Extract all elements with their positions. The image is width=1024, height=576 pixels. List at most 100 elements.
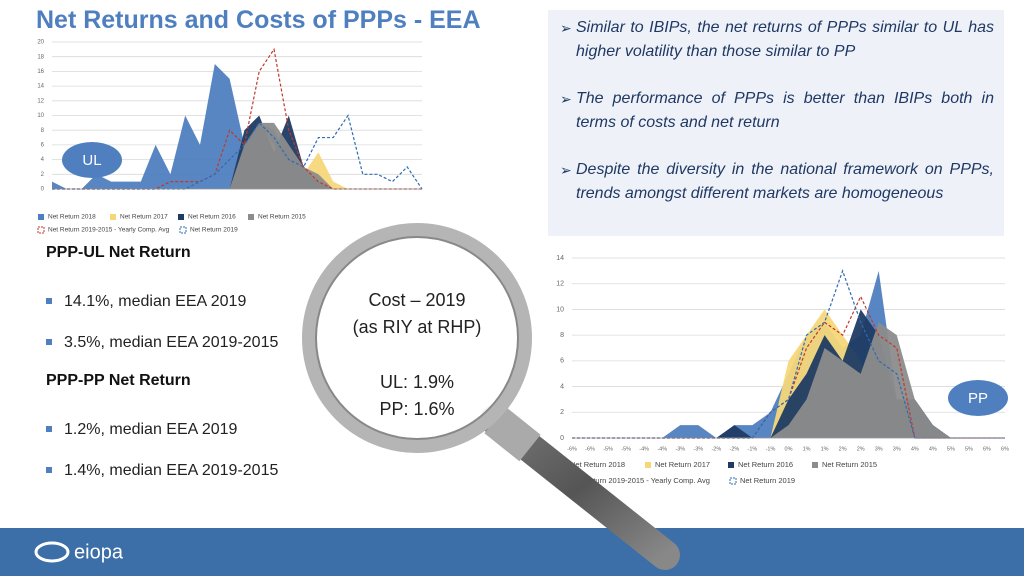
legend-label: Net Return 2015 bbox=[822, 460, 877, 469]
x-tick-label: -5% bbox=[603, 446, 613, 452]
x-tick-label: -4% bbox=[639, 446, 649, 452]
legend-label: Net Return 2019 bbox=[740, 476, 795, 485]
legend-label: Net Return 2016 bbox=[738, 460, 793, 469]
legend-label: Net Return 2018 bbox=[570, 460, 625, 469]
x-tick-label: -6% bbox=[585, 446, 595, 452]
x-tick-label: 4% bbox=[911, 446, 919, 452]
legend-swatch bbox=[728, 462, 734, 468]
note: Similar to IBIPs, the net returns of PPP… bbox=[560, 16, 994, 64]
x-tick-label: 2% bbox=[857, 446, 865, 452]
footer-bar bbox=[0, 528, 1024, 576]
y-tick-label: 10 bbox=[37, 113, 44, 119]
legend-label: Net Return 2016 bbox=[188, 214, 236, 221]
summary: PPP-UL Net Return 14.1%, median EEA 2019… bbox=[46, 240, 316, 491]
x-tick-label: 1% bbox=[821, 446, 829, 452]
area bbox=[572, 322, 1005, 438]
x-tick-label: -1% bbox=[748, 446, 758, 452]
y-tick-label: 0 bbox=[560, 435, 564, 442]
chart: 0 2 4 6 8 10 12 14 16 18 20 Net Return 2018 Net Retu… bbox=[37, 40, 423, 234]
y-tick-label: 14 bbox=[556, 255, 564, 262]
y-tick-label: 6 bbox=[560, 358, 564, 365]
chart-badge bbox=[948, 380, 1008, 416]
x-tick-label: -2% bbox=[711, 446, 721, 452]
legend-label: Net Return 2015 bbox=[258, 214, 306, 221]
handle-collar bbox=[484, 406, 541, 462]
legend-label: Net Return 2019 bbox=[190, 227, 238, 234]
notes-box: Similar to IBIPs, the net returns of PPP… bbox=[548, 10, 1004, 236]
note: Despite the diversity in the national fr… bbox=[560, 158, 994, 206]
legend-swatch bbox=[38, 214, 44, 220]
x-tick-label: -4% bbox=[657, 446, 667, 452]
x-tick-label: -2% bbox=[729, 446, 739, 452]
y-tick-label: 12 bbox=[556, 281, 564, 288]
chart: 0 2 4 6 8 10 12 14 -6% -6% -5% -5% -4% -4% -3% -3% -2% -2… bbox=[556, 255, 1009, 485]
x-tick-label: -3% bbox=[675, 446, 685, 452]
section-heading: PPP-PP Net Return bbox=[46, 372, 191, 389]
area bbox=[52, 64, 422, 189]
y-tick-label: 8 bbox=[560, 332, 564, 339]
x-tick-label: -3% bbox=[693, 446, 703, 452]
y-tick-label: 8 bbox=[41, 128, 45, 134]
x-tick-label: 3% bbox=[875, 446, 883, 452]
y-tick-label: 4 bbox=[560, 383, 564, 390]
lens bbox=[302, 223, 532, 453]
bullet: 1.4%, median EEA 2019-2015 bbox=[46, 450, 316, 491]
logo-mark bbox=[34, 541, 70, 563]
legend-swatch bbox=[110, 214, 116, 220]
x-tick-label: 0% bbox=[785, 446, 793, 452]
note: The performance of PPPs is better than I… bbox=[560, 87, 994, 135]
x-tick-label: 6% bbox=[1001, 446, 1009, 452]
y-tick-label: 14 bbox=[37, 84, 44, 90]
section-heading: PPP-UL Net Return bbox=[46, 244, 191, 261]
legend-label: Net Return 2019-2015 - Yearly Comp. Avg bbox=[570, 476, 710, 485]
legend-swatch bbox=[729, 477, 737, 485]
y-tick-label: 0 bbox=[41, 187, 45, 193]
x-tick-label: -6% bbox=[567, 446, 577, 452]
legend-swatch bbox=[179, 226, 187, 234]
y-tick-label: 2 bbox=[41, 172, 45, 178]
y-tick-label: 4 bbox=[41, 157, 45, 163]
legend-label: Net Return 2018 bbox=[48, 214, 96, 221]
magnifier-text: (as RIY at RHP) bbox=[353, 317, 482, 337]
bullet: 1.2%, median EEA 2019 bbox=[46, 409, 316, 450]
x-tick-label: 6% bbox=[983, 446, 991, 452]
legend-swatch bbox=[812, 462, 818, 468]
y-tick-label: 20 bbox=[37, 40, 44, 46]
legend-label: Net Return 2019-2015 - Yearly Comp. Avg bbox=[48, 227, 170, 234]
magnifier-text: PP: 1.6% bbox=[379, 399, 454, 419]
logo-text: eiopa bbox=[74, 541, 124, 563]
x-tick-label: 5% bbox=[947, 446, 955, 452]
x-tick-label: 5% bbox=[965, 446, 973, 452]
lens-rim bbox=[315, 236, 519, 440]
legend-swatch bbox=[248, 214, 254, 220]
title: Net Returns and Costs of PPPs - EEA bbox=[36, 6, 481, 34]
legend-swatch bbox=[37, 226, 45, 234]
y-tick-label: 6 bbox=[41, 142, 45, 148]
x-tick-label: 3% bbox=[893, 446, 901, 452]
bullet: 3.5%, median EEA 2019-2015 bbox=[46, 322, 316, 368]
x-tick-label: -1% bbox=[766, 446, 776, 452]
legend-label: Net Return 2017 bbox=[120, 214, 168, 221]
bullet: 14.1%, median EEA 2019 bbox=[46, 281, 316, 322]
magnifier-text: Cost – 2019 bbox=[368, 290, 465, 310]
x-tick-label: -5% bbox=[621, 446, 631, 452]
area bbox=[572, 309, 1005, 438]
chart-badge-label: UL bbox=[82, 152, 101, 169]
x-tick-label: 1% bbox=[803, 446, 811, 452]
x-tick-label: 2% bbox=[839, 446, 847, 452]
y-tick-label: 18 bbox=[37, 54, 44, 60]
legend-swatch bbox=[178, 214, 184, 220]
x-tick-label: 4% bbox=[929, 446, 937, 452]
chart-badge-label: PP bbox=[968, 390, 988, 407]
y-tick-label: 12 bbox=[37, 98, 44, 104]
y-tick-label: 16 bbox=[37, 69, 44, 75]
chart-badge bbox=[62, 142, 122, 178]
area bbox=[52, 122, 422, 189]
y-tick-label: 10 bbox=[556, 306, 564, 313]
legend-swatch bbox=[645, 462, 651, 468]
y-tick-label: 2 bbox=[560, 409, 564, 416]
legend-label: Net Return 2017 bbox=[655, 460, 710, 469]
